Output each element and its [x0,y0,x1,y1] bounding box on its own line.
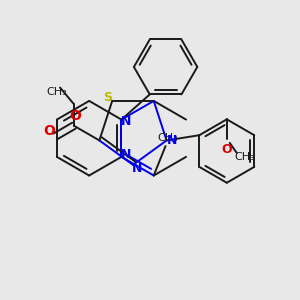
Text: O: O [221,143,232,156]
Text: CH₃: CH₃ [157,133,178,143]
Text: CH₃: CH₃ [234,152,255,162]
Text: O: O [43,124,55,138]
Text: S: S [103,92,112,104]
Text: CH₃: CH₃ [47,88,68,98]
Text: O: O [69,109,81,123]
Text: N: N [132,162,142,175]
Text: N: N [121,115,131,128]
Text: N: N [167,134,178,147]
Text: N: N [121,148,131,161]
